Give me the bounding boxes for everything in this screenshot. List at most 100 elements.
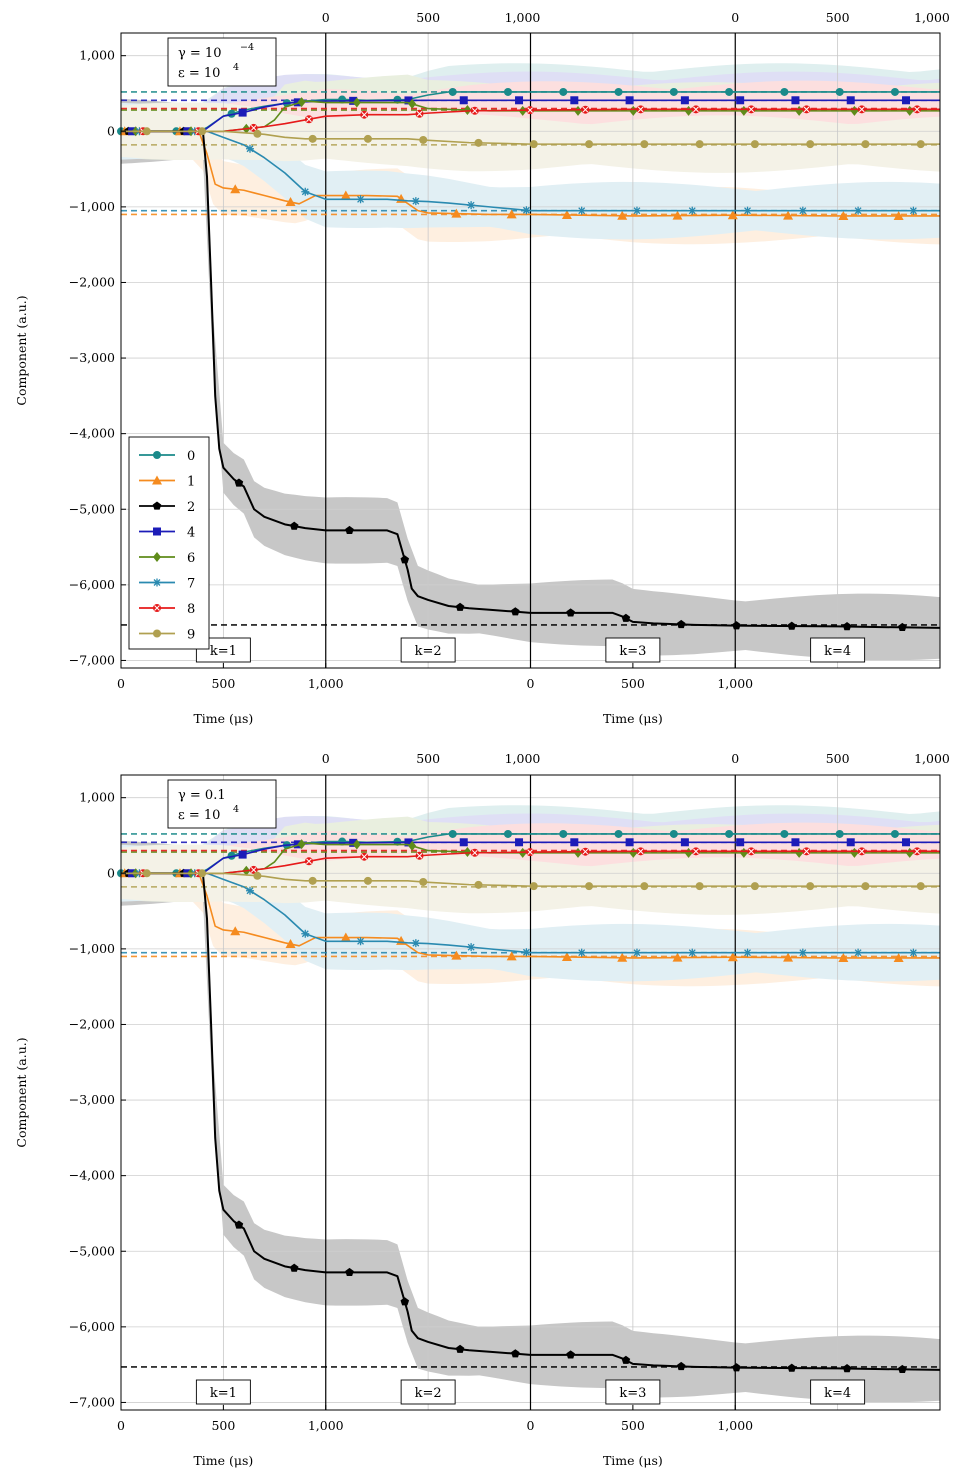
marker-series-2	[621, 1355, 631, 1364]
x-axis-label-left: Time (μs)	[193, 711, 253, 726]
series-line-1	[121, 130, 940, 217]
marker-series-1	[838, 952, 849, 962]
marker-series-4	[349, 838, 358, 847]
y-tick-label: −5,000	[69, 501, 115, 516]
marker-series-8-cross	[416, 852, 423, 859]
marker-series-7	[688, 206, 697, 215]
y-tick-label: 0	[107, 865, 115, 880]
series-9	[121, 869, 940, 891]
phase-box	[400, 637, 456, 663]
x-tick-label-bottom: 500	[211, 1418, 235, 1433]
marker-series-4	[736, 838, 745, 847]
marker-series-7	[522, 948, 531, 957]
marker-series-1	[561, 209, 572, 219]
marker-series-8-cross	[471, 849, 478, 856]
phase-label: k=1	[210, 1386, 237, 1401]
marker-series-4	[515, 838, 524, 847]
legend-label-7: 7	[187, 577, 195, 592]
marker-series-4	[680, 838, 689, 847]
marker-series-1	[230, 184, 241, 194]
marker-series-4	[238, 850, 247, 859]
legend-box	[128, 436, 210, 650]
marker-series-6	[850, 847, 859, 858]
marker-series-2	[289, 521, 299, 530]
marker-series-7	[743, 948, 752, 957]
marker-series-2	[400, 1297, 410, 1306]
series-7	[121, 127, 940, 215]
marker-series-6	[574, 105, 583, 116]
marker-series-4	[570, 838, 579, 847]
marker-series-1	[783, 210, 794, 220]
marker-series-9	[585, 882, 594, 891]
marker-series-4	[404, 96, 413, 105]
marker-series-9	[529, 882, 538, 891]
marker-series-7	[522, 206, 531, 215]
marker-series-2	[842, 622, 852, 631]
series-line-4	[121, 841, 940, 875]
legend-marker-0	[153, 451, 161, 459]
marker-series-6	[739, 847, 748, 858]
marker-series-9	[363, 876, 372, 885]
chart-panel-1: 1,000 0 −1,000 −2,000 −3,000 −4,000 −5,000 −6,0…	[14, 10, 950, 726]
marker-series-6	[297, 839, 306, 850]
legend-marker-2	[152, 501, 162, 510]
x-tick-label-top: 500	[826, 10, 850, 25]
legend-label-8: 8	[187, 602, 195, 617]
marker-series-9	[419, 877, 428, 886]
marker-series-8-cross	[693, 106, 699, 113]
annotation-box	[167, 37, 277, 87]
marker-series-6	[352, 839, 361, 850]
marker-series-7	[632, 206, 641, 215]
legend-marker-4	[153, 527, 161, 536]
legend-label-2: 2	[187, 500, 195, 515]
marker-series-9	[308, 134, 317, 143]
phase-label: k=4	[824, 644, 851, 659]
marker-series-9	[142, 127, 151, 136]
marker-series-9	[861, 140, 870, 149]
marker-series-6	[408, 840, 417, 851]
y-tick-label: −7,000	[69, 1394, 115, 1409]
marker-series-9	[750, 140, 759, 149]
marker-series-0	[669, 829, 678, 838]
marker-series-7	[798, 206, 807, 215]
marker-series-9	[695, 140, 704, 149]
marker-series-2	[676, 1361, 686, 1371]
marker-series-6	[795, 105, 804, 116]
x-axis-label-right: Time (μs)	[603, 1453, 663, 1468]
legend-label-6: 6	[187, 551, 195, 566]
marker-series-2	[566, 608, 575, 617]
marker-series-8-cross	[250, 867, 257, 873]
marker-series-8-cross	[582, 106, 589, 113]
marker-series-8-cross	[858, 106, 865, 113]
marker-series-2	[400, 555, 410, 564]
phase-label: k=2	[415, 644, 442, 659]
marker-series-8-cross	[306, 858, 312, 865]
marker-series-7	[356, 195, 365, 204]
x-tick-label-bottom: 1,000	[717, 676, 753, 691]
marker-series-1	[340, 932, 351, 942]
marker-series-7	[467, 943, 476, 952]
marker-series-8-cross	[693, 848, 699, 855]
marker-series-9	[806, 882, 815, 891]
series-line-7	[121, 872, 940, 954]
marker-series-6	[684, 847, 693, 858]
phase-box	[605, 1379, 661, 1405]
marker-series-4	[846, 838, 855, 847]
x-axis-label-left: Time (μs)	[193, 1453, 253, 1468]
annotation-epsilon: ε = 10	[178, 808, 220, 823]
marker-series-7	[467, 201, 476, 210]
marker-series-2	[842, 1364, 852, 1373]
marker-series-2	[566, 1350, 575, 1359]
annotation-epsilon: ε = 10	[178, 66, 220, 81]
marker-series-6	[684, 105, 693, 116]
marker-series-1	[230, 926, 241, 936]
marker-series-8-cross	[803, 106, 810, 113]
marker-series-4	[680, 96, 689, 105]
marker-series-4	[625, 838, 634, 847]
x-axis-label-right: Time (μs)	[603, 711, 663, 726]
y-tick-label: −1,000	[69, 941, 115, 956]
marker-series-8-cross	[250, 125, 257, 131]
marker-series-8-cross	[914, 106, 920, 113]
marker-series-2	[234, 478, 244, 487]
